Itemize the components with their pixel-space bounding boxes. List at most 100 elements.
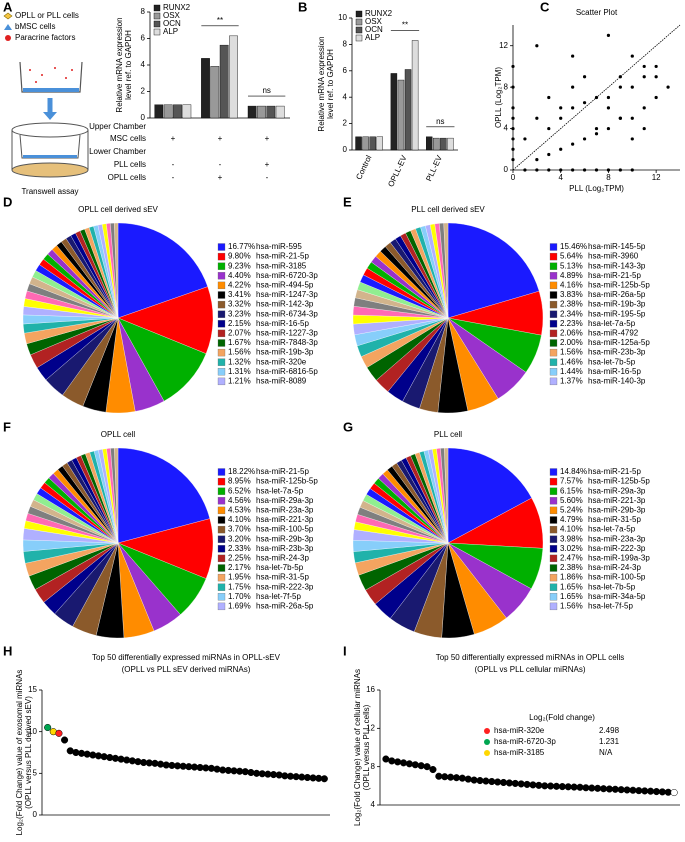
legend-swatch [549, 545, 558, 553]
point [535, 781, 543, 789]
legend-value: 1.32% [228, 357, 251, 366]
point [606, 168, 611, 172]
legend-label: OSX [365, 17, 383, 26]
legend-swatch [549, 602, 558, 611]
pie-slice [117, 222, 208, 319]
legend-swatch [549, 310, 558, 318]
bar [397, 79, 405, 151]
legend-swatch [153, 28, 161, 36]
point [594, 126, 599, 131]
legend-value: 4.40% [228, 271, 251, 280]
legend-label: ALP [365, 33, 380, 42]
point [547, 782, 555, 790]
cells [23, 88, 79, 92]
legend-value: 1.70% [228, 592, 251, 601]
legend-swatch [549, 554, 558, 563]
legend-label: hsa-miR-7848-3p [256, 338, 318, 347]
legend-label: hsa-let-7b-5p [588, 357, 636, 366]
legend-label: hsa-miR-8089 [256, 377, 307, 386]
legend-value: 2.06% [560, 329, 583, 338]
annotation: ns [262, 86, 270, 95]
legend-label: hsa-miR-222-3p [588, 544, 646, 553]
bar [173, 104, 182, 119]
legend-value: 1.65% [560, 582, 583, 591]
legend-swatch [217, 310, 226, 318]
point [629, 786, 637, 794]
legend-label: hsa-miR-23b-3p [256, 544, 314, 553]
y-tick-label: 4 [371, 800, 376, 809]
legend-swatch [217, 329, 226, 338]
legend-value: 6.15% [560, 486, 583, 495]
cell: + [265, 160, 270, 169]
pie-slice [117, 286, 214, 354]
legend-value: 1.75% [228, 582, 251, 591]
y-tick-label: 8 [371, 762, 376, 771]
legend-marker [484, 739, 490, 745]
legend-label: hsa-miR-142-3p [256, 300, 314, 309]
panel-label: G [343, 419, 353, 434]
point [611, 785, 619, 793]
legend-label: hsa-miR-23b-3p [588, 348, 646, 357]
point [576, 783, 584, 791]
point [617, 786, 625, 794]
legend-value: 2.498 [599, 726, 620, 735]
cell: + [265, 134, 270, 143]
legend-value: 1.46% [560, 357, 583, 366]
bar [411, 40, 419, 151]
point [594, 95, 599, 100]
y-axis-label: Log₂(Fold Change) value of exosomal miRN… [15, 670, 24, 836]
legend-label: hsa-miR-140-3p [588, 377, 646, 386]
chart-subtitle: (OPLL vs PLL sEV derived miRNAs) [122, 665, 251, 674]
point [535, 168, 539, 172]
legend-value: 1.21% [228, 377, 251, 386]
legend-label: hsa-miR-222-3p [256, 582, 314, 591]
point [429, 765, 437, 774]
y-tick-label: 8 [504, 82, 509, 91]
legend-label: hsa-let-7b-5p [588, 582, 636, 591]
legend-label: hsa-miR-3960 [588, 252, 639, 261]
legend-swatch [549, 477, 558, 486]
bar [369, 136, 376, 151]
legend-swatch [549, 468, 558, 476]
point [441, 773, 449, 781]
x-tick-label: OPLL-EV [386, 153, 409, 188]
point [606, 95, 611, 100]
point [547, 126, 551, 131]
point [630, 168, 634, 172]
pie-slice [114, 222, 119, 319]
legend-swatch [549, 252, 558, 261]
legend-value: 1.69% [228, 602, 251, 611]
chart-title: PLL cell derived sEV [411, 205, 485, 214]
insert [19, 134, 81, 159]
y-axis-label: OPLL (Log₂TPM) [494, 67, 503, 128]
legend-swatch [217, 291, 226, 299]
legend-swatch [217, 564, 226, 572]
point [399, 759, 408, 767]
point [652, 788, 661, 796]
legend-marker [484, 750, 490, 756]
legend-label: hsa-let-7f-5p [256, 592, 301, 601]
point [571, 168, 575, 172]
legend-value: 16.77% [228, 242, 255, 251]
legend-value: 1.56% [560, 602, 583, 611]
point [552, 782, 561, 790]
legend-swatch [217, 377, 226, 386]
legend-swatch [549, 377, 558, 386]
legend-value: 2.07% [228, 329, 251, 338]
point [517, 780, 525, 788]
point [523, 137, 527, 141]
y-axis-label: (OPLL versus PLL cells) [362, 704, 371, 790]
y-tick-label: 6 [141, 34, 146, 43]
y-tick-label: 0 [33, 810, 38, 819]
cell: + [218, 173, 223, 182]
legend-swatch [549, 573, 558, 582]
legend-swatch [355, 10, 363, 18]
point [571, 85, 575, 89]
y-tick-label: 2 [141, 87, 146, 96]
legend-label: OCN [163, 19, 181, 28]
legend-label: hsa-miR-199a-3p [588, 554, 650, 563]
legend-swatch [549, 535, 558, 543]
point [606, 33, 611, 37]
point [499, 778, 508, 787]
